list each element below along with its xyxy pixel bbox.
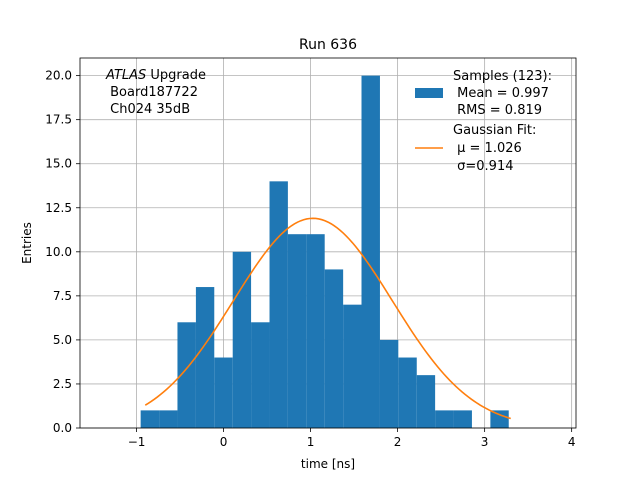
legend-samples-title: Samples (123): bbox=[453, 69, 552, 84]
histogram-bar bbox=[159, 410, 178, 428]
annotation-upgrade: Upgrade bbox=[146, 68, 206, 83]
x-tick-label: 4 bbox=[568, 435, 576, 449]
plot-frame bbox=[79, 57, 577, 429]
x-axis-label: time [ns] bbox=[301, 457, 355, 471]
legend-fit-title: Gaussian Fit: bbox=[453, 123, 536, 138]
annotation-board: Board187722 bbox=[106, 85, 198, 100]
histogram-bar bbox=[324, 269, 344, 428]
histogram-bar bbox=[379, 339, 399, 428]
legend-samples-rms: RMS = 0.819 bbox=[453, 103, 542, 118]
atlas-annotation: ATLAS Upgrade Board187722 Ch024 35dB bbox=[105, 68, 206, 117]
legend-samples-mean: Mean = 0.997 bbox=[453, 86, 549, 101]
legend-fit-mu: μ = 1.026 bbox=[453, 141, 522, 156]
y-tick-label: 15.0 bbox=[45, 157, 72, 171]
histogram-bar bbox=[490, 410, 509, 428]
histogram-bar bbox=[269, 181, 288, 428]
y-tick-label: 7.5 bbox=[53, 289, 72, 303]
gaussian-fit-line bbox=[144, 217, 511, 420]
x-tick-label: 3 bbox=[481, 435, 489, 449]
x-tick-label: 2 bbox=[394, 435, 402, 449]
histogram-bar bbox=[195, 287, 215, 428]
histogram-bar bbox=[140, 410, 160, 428]
annotation-atlas: ATLAS bbox=[105, 68, 146, 83]
y-axis-label: Entries bbox=[20, 222, 34, 264]
histogram-bar bbox=[177, 322, 196, 428]
histogram-bar bbox=[214, 357, 233, 428]
histogram-bar bbox=[287, 234, 307, 428]
annotation-channel: Ch024 35dB bbox=[106, 102, 190, 117]
histogram-bar bbox=[361, 75, 380, 428]
y-tick-label: 5.0 bbox=[53, 333, 72, 347]
y-tick-label: 2.5 bbox=[53, 377, 72, 391]
histogram-bar bbox=[343, 304, 362, 428]
x-tick-label: 0 bbox=[220, 435, 228, 449]
y-tick-label: 12.5 bbox=[45, 201, 72, 215]
legend-fit-sigma: σ=0.914 bbox=[453, 159, 513, 174]
chart-title: Run 636 bbox=[299, 37, 357, 53]
gaussian-fit-curve bbox=[144, 217, 511, 420]
histogram-bar bbox=[416, 375, 436, 428]
histogram-bar bbox=[251, 322, 270, 428]
x-tick-label: −1 bbox=[128, 435, 146, 449]
x-tick-label: 1 bbox=[307, 435, 315, 449]
y-tick-label: 20.0 bbox=[45, 69, 72, 83]
annotation-atlas-line: ATLAS Upgrade bbox=[105, 68, 206, 83]
histogram-bar bbox=[398, 357, 417, 428]
y-tick-label: 17.5 bbox=[45, 113, 72, 127]
legend: Samples (123): Mean = 0.997 RMS = 0.819 … bbox=[415, 69, 552, 174]
y-tick-label: 10.0 bbox=[45, 245, 72, 259]
histogram-bar bbox=[435, 410, 454, 428]
histogram-bar bbox=[306, 234, 325, 428]
y-tick-label: 0.0 bbox=[53, 421, 72, 435]
axis-ticks: −1 0 1 2 3 4 0.0 2.5 5.0 7.5 10.0 12.5 15.0 17.5 20.0 bbox=[45, 69, 575, 449]
legend-samples-swatch bbox=[415, 88, 443, 98]
histogram-bar bbox=[453, 410, 472, 428]
